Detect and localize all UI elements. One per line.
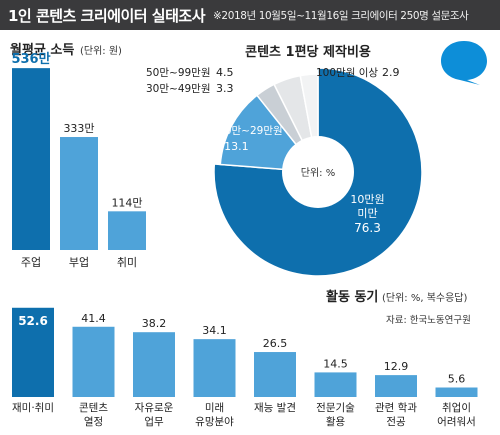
page-subtitle: ※2018년 10월5일~11월16일 크리에이터 250명 설문조사 bbox=[213, 9, 469, 22]
motive-category-label: 전공 bbox=[386, 416, 406, 428]
motive-value-label: 52.6 bbox=[18, 314, 48, 328]
motive-value-label: 5.6 bbox=[448, 373, 466, 386]
pie-slice-value: 3.3 bbox=[216, 82, 234, 95]
pie-slice-label: 30만~49만원 bbox=[146, 83, 211, 95]
pie-slice-value: 2.9 bbox=[382, 66, 400, 79]
speech-bubble-icon bbox=[441, 41, 487, 85]
motive-chart-unit: (단위: %, 복수응답) bbox=[382, 291, 468, 304]
motive-bar bbox=[314, 372, 357, 397]
income-category-label: 취미 bbox=[117, 256, 137, 269]
pie-unit-label: 단위: % bbox=[301, 166, 335, 179]
income-value-label: 333만 bbox=[63, 122, 94, 135]
motive-category-label: 자유로운 bbox=[135, 402, 174, 414]
income-chart-unit: (단위: 원) bbox=[80, 44, 122, 57]
motive-category-label: 미래 bbox=[205, 402, 224, 414]
motive-category-label: 활용 bbox=[326, 415, 346, 428]
pie-center-hole bbox=[282, 136, 354, 208]
income-bar bbox=[12, 68, 50, 251]
pie-slice-label: 10만원 bbox=[350, 193, 384, 206]
motive-bar bbox=[133, 332, 175, 397]
header-bar: 1인 콘텐츠 크리에이터 실태조사 ※2018년 10월5일~11월16일 크리… bbox=[0, 0, 500, 30]
pie-slice-value: 13.1 bbox=[224, 140, 249, 153]
motive-bar bbox=[72, 326, 115, 397]
motive-value-label: 14.5 bbox=[323, 357, 348, 370]
motive-value-label: 34.1 bbox=[202, 324, 227, 337]
motive-category-label: 업무 bbox=[144, 415, 164, 428]
income-value-label: 114만 bbox=[111, 196, 142, 209]
motive-category-label: 어려워서 bbox=[437, 415, 476, 428]
pie-slice-label: 100만원 이상 bbox=[316, 67, 378, 79]
income-chart-title: 월평균 소득 bbox=[10, 42, 74, 58]
pie-slice-label: 50만~99만원 bbox=[146, 67, 211, 79]
motive-category-label: 관련 학과 bbox=[375, 402, 417, 414]
motive-category-label: 콘텐츠 bbox=[79, 402, 108, 414]
pie-slice-label: 10만~29만원 bbox=[218, 125, 283, 137]
income-bar bbox=[108, 211, 146, 250]
income-value-label: 536만 bbox=[11, 51, 50, 67]
motive-chart-title: 활동 동기 bbox=[326, 289, 378, 305]
income-bar bbox=[60, 137, 98, 250]
motive-chart-source: 자료: 한국노동연구원 bbox=[386, 315, 471, 326]
page-title: 1인 콘텐츠 크리에이터 실태조사 bbox=[8, 6, 206, 25]
motive-bar bbox=[12, 307, 54, 397]
motive-category-label: 재미·취미 bbox=[12, 402, 54, 414]
motive-category-label: 전문기술 bbox=[316, 402, 355, 414]
pie-slice bbox=[213, 67, 423, 277]
income-category-label: 부업 bbox=[69, 256, 89, 269]
motive-value-label: 38.2 bbox=[142, 317, 167, 330]
motive-bar bbox=[375, 375, 417, 397]
motive-category-label: 취업이 bbox=[442, 401, 471, 414]
pie-slice-label: 미만 bbox=[357, 207, 377, 220]
income-category-label: 주업 bbox=[21, 256, 41, 269]
motive-category-label: 유망분야 bbox=[195, 415, 234, 428]
pie-slice-value: 4.5 bbox=[216, 66, 234, 79]
cost-pie-title: 콘텐츠 1편당 제작비용 bbox=[245, 44, 371, 60]
pie-slice-value: 76.3 bbox=[354, 221, 381, 235]
motive-category-label: 재능 발견 bbox=[254, 402, 296, 414]
motive-bar bbox=[193, 339, 236, 397]
motive-value-label: 12.9 bbox=[384, 360, 409, 373]
motive-bar bbox=[435, 387, 478, 397]
motive-category-label: 열정 bbox=[84, 416, 103, 428]
motive-value-label: 41.4 bbox=[81, 312, 106, 325]
motive-bar bbox=[254, 352, 296, 397]
motive-value-label: 26.5 bbox=[263, 337, 288, 350]
